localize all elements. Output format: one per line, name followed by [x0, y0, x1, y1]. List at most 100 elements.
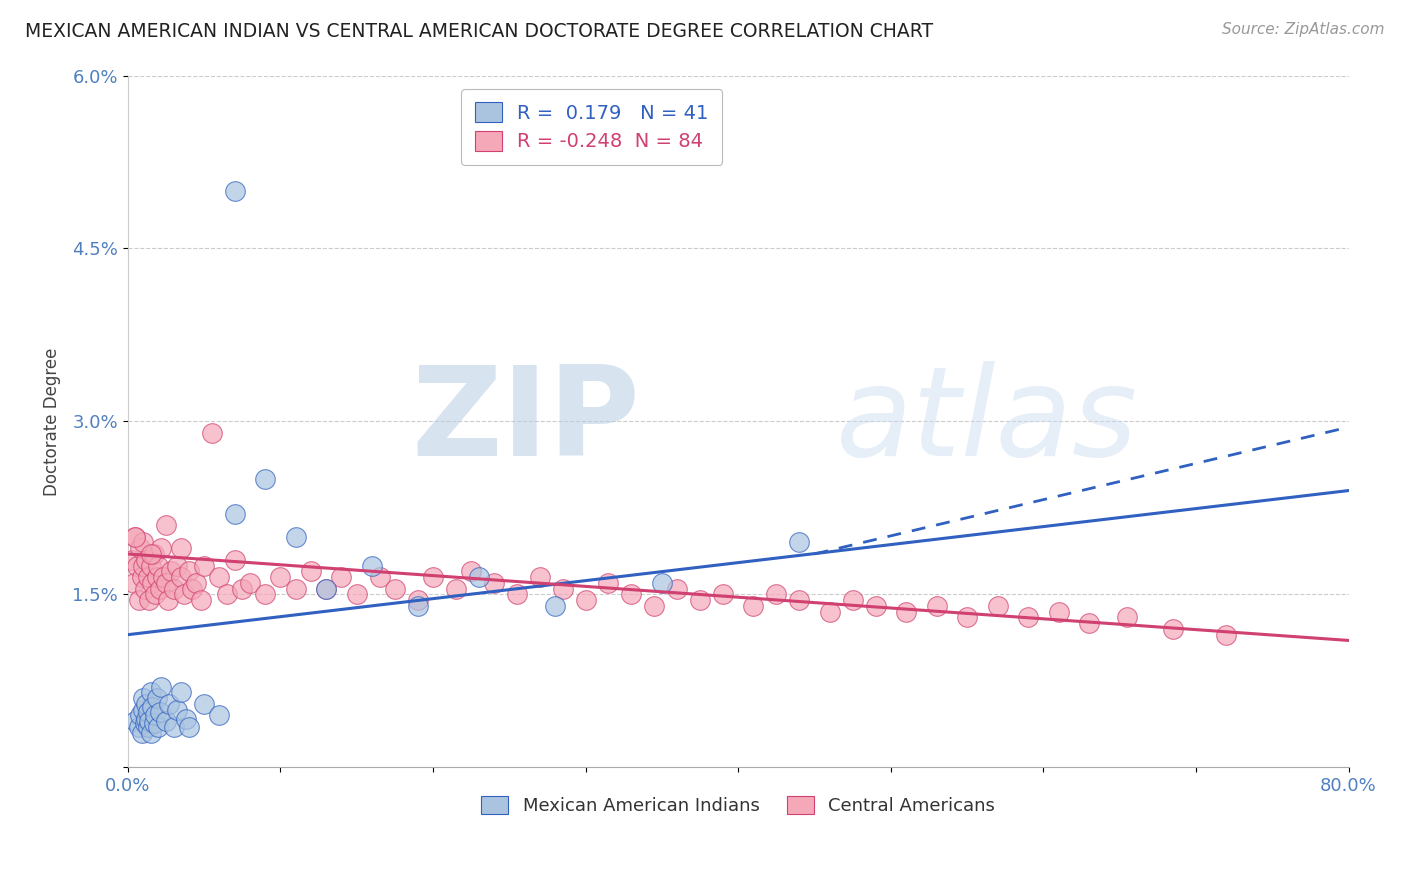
Point	[138, 714, 160, 728]
Point	[422, 570, 444, 584]
Point	[149, 705, 172, 719]
Point	[361, 558, 384, 573]
Point	[689, 593, 711, 607]
Point	[148, 720, 170, 734]
Point	[150, 541, 173, 556]
Point	[190, 593, 212, 607]
Point	[224, 507, 246, 521]
Point	[139, 558, 162, 573]
Point	[142, 547, 165, 561]
Point	[1215, 628, 1237, 642]
Point	[841, 593, 863, 607]
Point	[128, 593, 150, 607]
Point	[384, 582, 406, 596]
Point	[122, 575, 145, 590]
Point	[141, 700, 163, 714]
Point	[1078, 616, 1101, 631]
Point	[162, 720, 184, 734]
Point	[506, 587, 529, 601]
Point	[157, 697, 180, 711]
Point	[149, 582, 172, 596]
Point	[666, 582, 689, 596]
Point	[170, 541, 193, 556]
Point	[460, 564, 482, 578]
Point	[186, 575, 208, 590]
Text: ZIP: ZIP	[412, 361, 641, 482]
Point	[406, 599, 429, 613]
Point	[651, 575, 673, 590]
Point	[215, 587, 238, 601]
Point	[529, 570, 551, 584]
Point	[155, 714, 177, 728]
Point	[139, 685, 162, 699]
Point	[925, 599, 948, 613]
Point	[1017, 610, 1039, 624]
Point	[150, 680, 173, 694]
Point	[131, 725, 153, 739]
Point	[166, 703, 188, 717]
Point	[330, 570, 353, 584]
Point	[174, 712, 197, 726]
Point	[134, 582, 156, 596]
Point	[742, 599, 765, 613]
Point	[135, 697, 157, 711]
Point	[346, 587, 368, 601]
Point	[239, 575, 262, 590]
Point	[139, 547, 162, 561]
Point	[131, 570, 153, 584]
Point	[129, 541, 152, 556]
Point	[284, 582, 307, 596]
Point	[136, 720, 159, 734]
Point	[787, 535, 810, 549]
Y-axis label: Doctorate Degree: Doctorate Degree	[44, 347, 60, 496]
Point	[315, 582, 337, 596]
Point	[201, 425, 224, 440]
Point	[148, 558, 170, 573]
Point	[406, 593, 429, 607]
Point	[155, 518, 177, 533]
Point	[156, 593, 179, 607]
Point	[136, 570, 159, 584]
Point	[135, 553, 157, 567]
Point	[132, 535, 155, 549]
Point	[1116, 610, 1139, 624]
Point	[299, 564, 322, 578]
Point	[132, 691, 155, 706]
Point	[787, 593, 810, 607]
Point	[143, 587, 166, 601]
Point	[254, 587, 277, 601]
Point	[224, 553, 246, 567]
Point	[1047, 605, 1070, 619]
Point	[544, 599, 567, 613]
Text: atlas: atlas	[835, 361, 1137, 482]
Text: MEXICAN AMERICAN INDIAN VS CENTRAL AMERICAN DOCTORATE DEGREE CORRELATION CHART: MEXICAN AMERICAN INDIAN VS CENTRAL AMERI…	[25, 22, 934, 41]
Point	[284, 530, 307, 544]
Point	[865, 599, 887, 613]
Point	[208, 708, 231, 723]
Point	[124, 530, 146, 544]
Point	[254, 472, 277, 486]
Point	[125, 558, 148, 573]
Point	[141, 575, 163, 590]
Point	[818, 605, 841, 619]
Point	[124, 714, 146, 728]
Point	[987, 599, 1010, 613]
Point	[136, 705, 159, 719]
Point	[956, 610, 979, 624]
Point	[124, 530, 146, 544]
Point	[138, 593, 160, 607]
Point	[765, 587, 787, 601]
Point	[146, 691, 169, 706]
Point	[315, 582, 337, 596]
Point	[132, 703, 155, 717]
Point	[193, 558, 215, 573]
Point	[368, 570, 391, 584]
Point	[575, 593, 598, 607]
Point	[162, 582, 184, 596]
Text: Source: ZipAtlas.com: Source: ZipAtlas.com	[1222, 22, 1385, 37]
Point	[166, 558, 188, 573]
Point	[177, 720, 200, 734]
Point	[620, 587, 643, 601]
Point	[132, 558, 155, 573]
Point	[177, 564, 200, 578]
